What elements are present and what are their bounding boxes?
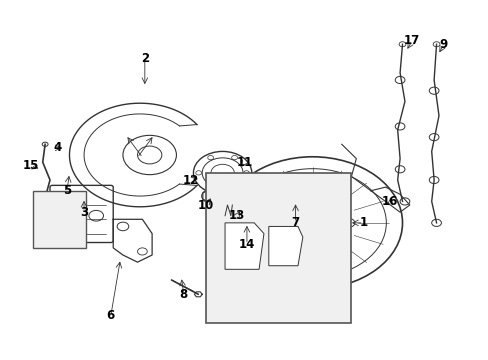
- Text: 16: 16: [382, 195, 398, 208]
- Text: 3: 3: [80, 206, 88, 219]
- Text: 4: 4: [53, 141, 61, 154]
- Text: 13: 13: [228, 209, 245, 222]
- Bar: [205, 173, 351, 323]
- Circle shape: [39, 213, 56, 226]
- Text: 2: 2: [141, 52, 148, 65]
- Text: 11: 11: [236, 156, 252, 168]
- Text: 17: 17: [403, 34, 420, 47]
- Text: 8: 8: [179, 288, 187, 301]
- Polygon shape: [224, 223, 264, 269]
- Circle shape: [60, 214, 74, 224]
- Text: 9: 9: [439, 38, 447, 51]
- Text: 5: 5: [63, 184, 71, 197]
- Text: 14: 14: [238, 238, 255, 251]
- Text: 1: 1: [359, 216, 367, 229]
- Polygon shape: [268, 226, 302, 266]
- Text: 12: 12: [183, 174, 199, 186]
- Text: 6: 6: [106, 309, 115, 322]
- Text: 7: 7: [291, 216, 299, 229]
- Text: 15: 15: [22, 159, 39, 172]
- Bar: [33, 191, 86, 248]
- Text: 10: 10: [197, 198, 213, 212]
